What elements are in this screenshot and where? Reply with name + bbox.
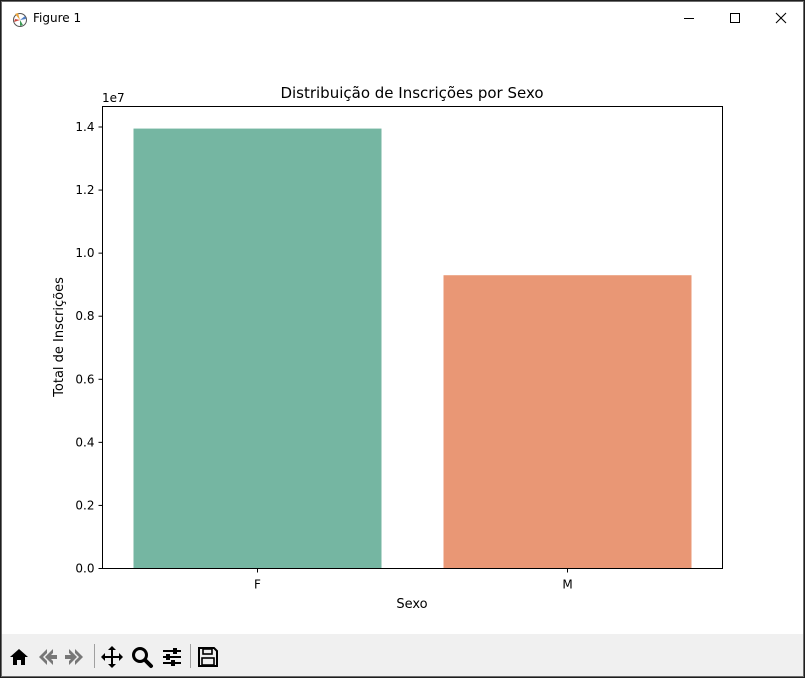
title-bar[interactable]: Figure 1 (2, 2, 803, 34)
y-tick-label: 1.4 (75, 120, 94, 134)
matplotlib-app-icon (13, 13, 27, 27)
save-button[interactable] (195, 644, 221, 670)
bar-m (443, 275, 692, 569)
figure-canvas[interactable]: Distribuição de Inscrições por Sexo 1e7 … (2, 34, 803, 634)
maximize-button[interactable] (712, 2, 758, 34)
minimize-button[interactable] (666, 2, 712, 34)
y-offset-label: 1e7 (102, 91, 125, 105)
pan-icon (101, 646, 123, 668)
back-button[interactable] (34, 644, 60, 670)
chart-title: Distribuição de Inscrições por Sexo (280, 84, 543, 102)
y-tick-label: 0.2 (75, 498, 94, 512)
y-tick-label: 0.6 (75, 372, 94, 386)
y-tick-label: 0.0 (75, 562, 94, 576)
plot-area-frame (102, 106, 723, 569)
y-tick-label: 1.2 (75, 183, 94, 197)
navigation-toolbar (2, 634, 803, 676)
y-tick-label: 0.4 (75, 435, 94, 449)
x-axis-label: Sexo (396, 597, 427, 612)
toolbar-separator (190, 644, 191, 668)
close-icon (775, 12, 787, 24)
bar-chart: Distribuição de Inscrições por Sexo 1e7 … (52, 84, 723, 612)
window-title: Figure 1 (33, 11, 82, 25)
home-button[interactable] (6, 644, 32, 670)
configure-subplots-button[interactable] (159, 644, 185, 670)
y-tick-label: 1.0 (75, 246, 94, 260)
x-tick-label: M (562, 578, 572, 592)
configure-subplots-icon (163, 648, 181, 666)
maximize-icon (730, 13, 740, 23)
x-tick-label: F (254, 578, 261, 592)
forward-button[interactable] (62, 644, 88, 670)
home-icon (10, 649, 28, 665)
zoom-icon (132, 647, 153, 668)
y-tick-label: 0.8 (75, 309, 94, 323)
save-icon (198, 647, 218, 667)
forward-arrow-icon (65, 649, 83, 665)
y-axis-label: Total de Inscrições (52, 277, 67, 398)
close-button[interactable] (758, 2, 803, 34)
pan-button[interactable] (99, 644, 125, 670)
toolbar-separator (94, 644, 95, 668)
minimize-icon (684, 18, 694, 19)
zoom-button[interactable] (129, 644, 155, 670)
back-arrow-icon (39, 649, 57, 665)
bar-f (133, 128, 382, 569)
